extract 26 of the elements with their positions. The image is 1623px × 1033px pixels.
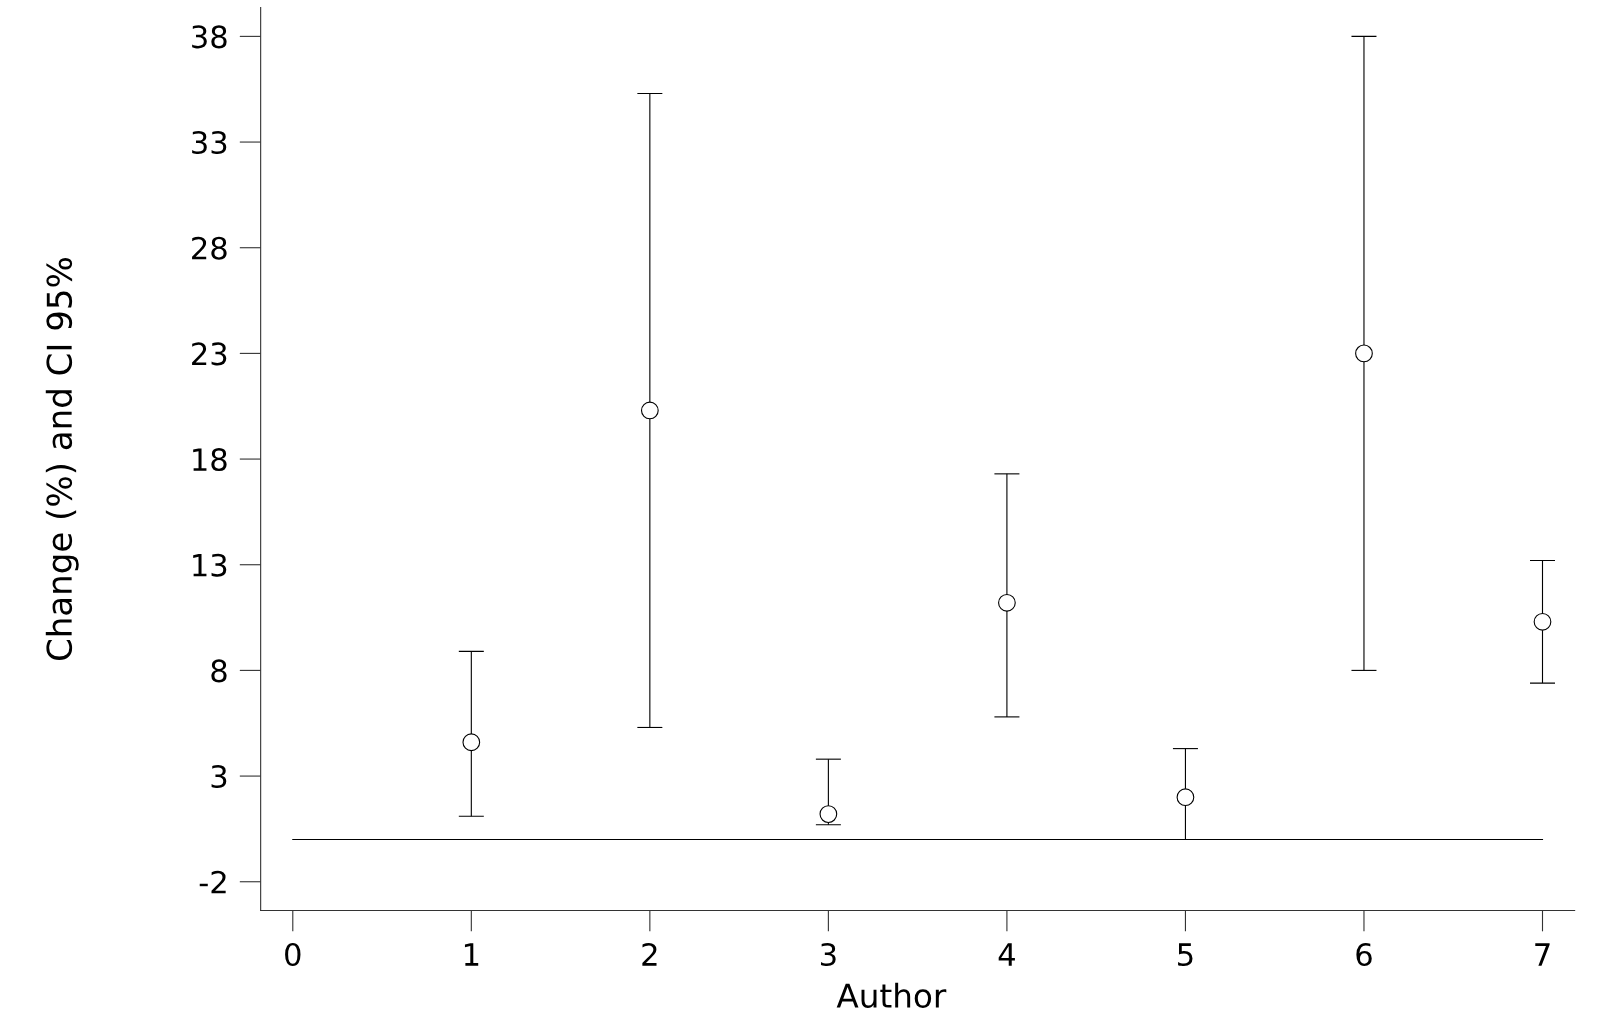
x-tick-label: 2 [642,942,657,966]
y-tick-label: 18 [193,448,227,472]
x-tick-label: 3 [820,942,836,967]
point [1533,612,1552,631]
point [819,805,838,824]
y-tick-label: 13 [193,553,227,577]
y-axis-title: Change (%) and CI 95% [45,258,79,661]
y-tick-label: 28 [192,236,227,260]
y-tick-label: 38 [192,25,227,49]
x-tick-label: 7 [1535,943,1550,966]
x-tick-label: 1 [464,943,479,966]
point [462,733,481,752]
x-axis-title: Author [836,982,947,1008]
y-tick-label: 8 [211,659,227,683]
x-tick-label: 4 [998,943,1015,966]
point [640,401,659,420]
y-tick-label: 3 [211,765,227,789]
y-tick-label: 23 [192,342,227,366]
point [1355,344,1373,363]
point [1176,788,1195,807]
y-tick-label: -2 [199,870,226,894]
x-tick-label: 6 [1356,942,1372,967]
point [998,593,1016,612]
x-tick-label: 0 [285,942,301,967]
x-tick-label: 5 [1178,943,1193,967]
y-tick-label: 33 [192,130,227,155]
